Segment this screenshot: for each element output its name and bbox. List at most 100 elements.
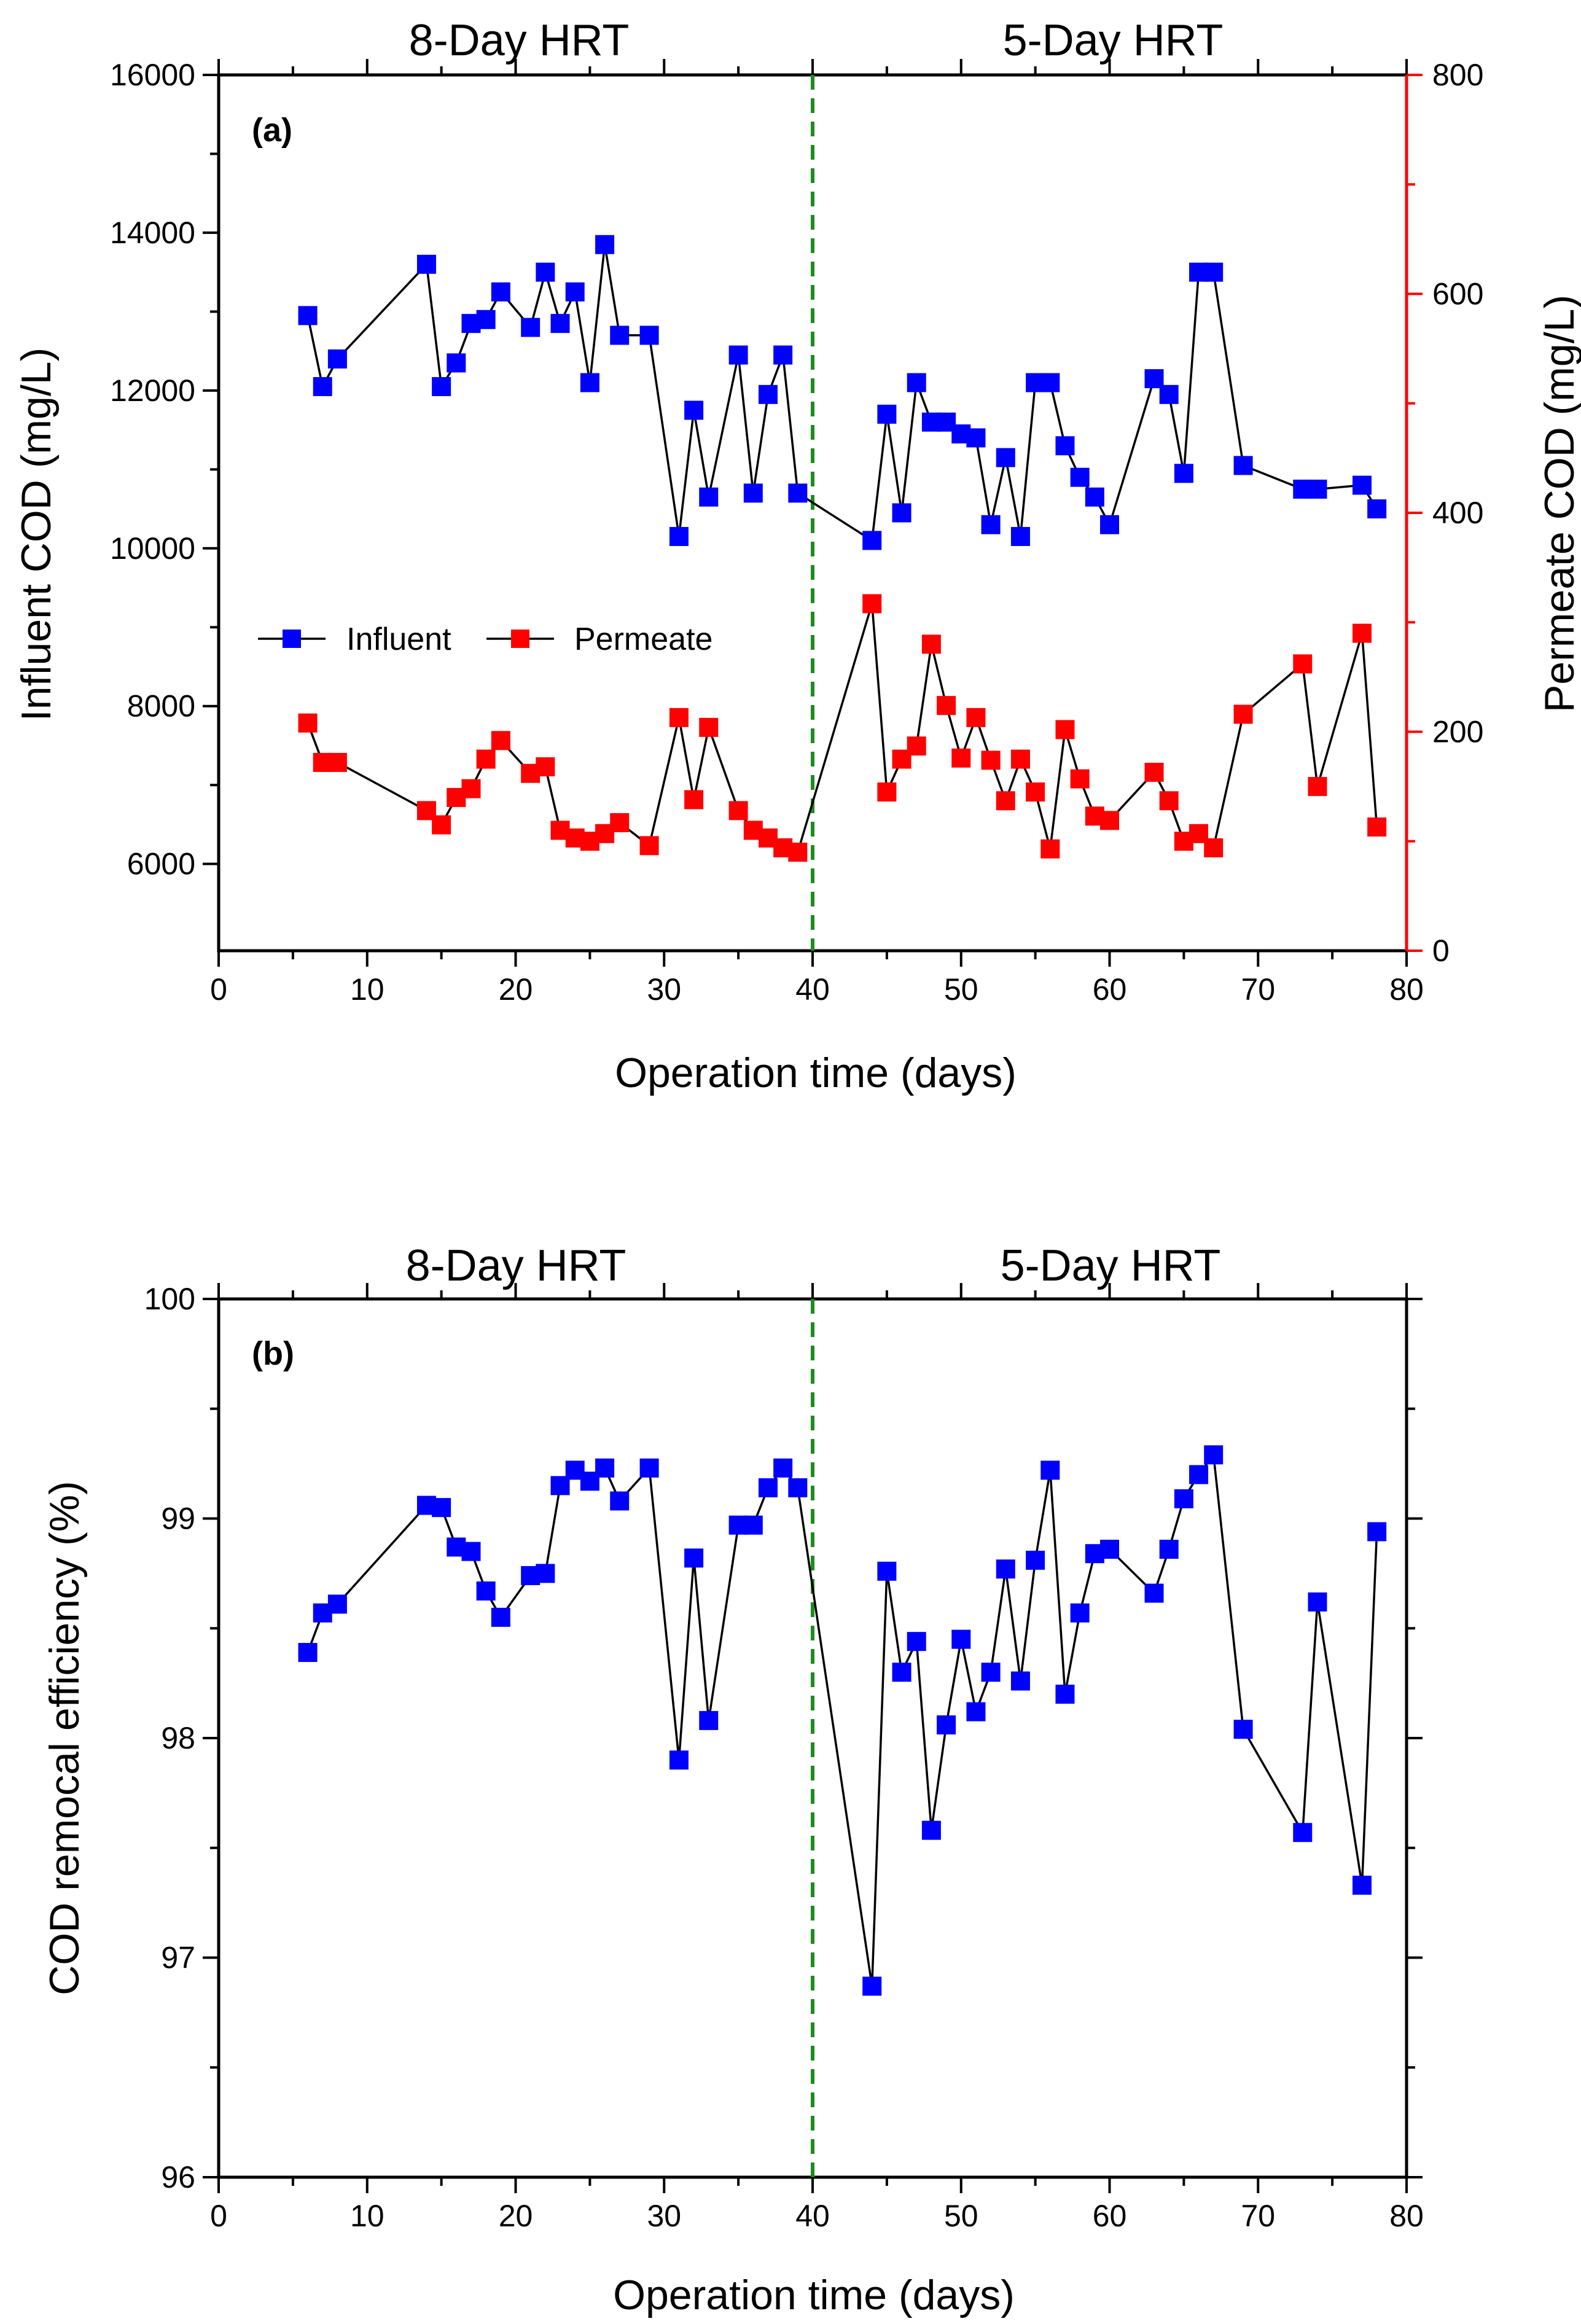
panel-a-influent-point	[907, 373, 926, 392]
panel-a-influent-point	[1367, 499, 1387, 519]
panel-a-permeate-point	[639, 836, 659, 856]
panel-a-influent-point	[432, 376, 451, 396]
panel-b-cod-removal-efficiency-point	[1367, 1522, 1387, 1542]
panel-a-permeate-point	[298, 713, 318, 733]
panel-b-x-tick-label: 40	[795, 2199, 830, 2233]
panel-a-influent-point	[1085, 487, 1104, 507]
panel-b-cod-removal-efficiency-point	[595, 1458, 615, 1478]
panel-a-permeate-point	[476, 749, 496, 769]
panel-a-permeate-point	[610, 813, 630, 832]
panel-b-cod-removal-efficiency-point	[610, 1491, 630, 1511]
panel-a-influent-point	[447, 353, 466, 373]
panel-a-permeate-point	[892, 749, 912, 769]
panel-a-permeate-point	[1233, 704, 1253, 724]
panel-b-y-tick-label: 96	[161, 2160, 195, 2194]
panel-a-x-tick-label: 20	[499, 972, 533, 1007]
panel-a-permeate-point	[966, 708, 986, 727]
panel-a-y2-tick-label: 0	[1432, 934, 1450, 968]
panel-b-x-tick-label: 50	[944, 2199, 978, 2233]
panel-a-influent-point	[699, 487, 719, 507]
panel-a-influent-point	[639, 326, 659, 345]
panel-a-permeate-point	[1293, 654, 1313, 674]
panel-a-influent-point	[788, 483, 808, 503]
panel-a-influent-point	[298, 306, 318, 326]
panel-b-cod-removal-efficiency-point	[461, 1542, 481, 1561]
panel-b-cod-removal-efficiency-point	[981, 1663, 1001, 1682]
panel-a-permeate-point	[1026, 782, 1045, 802]
panel-a-permeate-point	[996, 791, 1015, 811]
panel-b-cod-removal-efficiency-point	[1174, 1489, 1193, 1508]
panel-a-permeate-point	[1144, 762, 1164, 782]
panel-b-cod-removal-efficiency-point	[937, 1715, 956, 1735]
panel-a-influent-series-line	[306, 244, 1378, 542]
panel-b-cod-removal-efficiency-point	[1293, 1823, 1313, 1842]
panel-a-y2-tick-label: 200	[1432, 715, 1483, 749]
panel-b-cod-removal-efficiency-point	[1055, 1685, 1075, 1704]
panel-a-influent-point	[1233, 456, 1253, 475]
panel-b-cod-removal-efficiency-point	[580, 1472, 599, 1491]
panel-a-influent-point	[313, 376, 332, 396]
panel-a-x-tick-label: 10	[350, 972, 385, 1007]
panel-a-x-tick-label: 70	[1241, 972, 1275, 1007]
panel-b-cod-removal-efficiency-point	[1100, 1540, 1119, 1559]
panel-a-x-axis-title: Operation time (days)	[615, 1050, 1017, 1096]
panel-a-permeate-point	[921, 634, 941, 654]
panel-a-permeate-point	[1204, 838, 1224, 857]
panel-a-influent-point	[684, 400, 704, 420]
panel-a-influent-point	[981, 515, 1001, 534]
panel-a-x-tick-label: 60	[1093, 972, 1127, 1007]
panel-a-y2-axis-title: Permeate COD (mg/L)	[1536, 295, 1581, 712]
panel-b-cod-removal-efficiency-point	[877, 1561, 897, 1581]
panel-a-permeate-point	[1100, 811, 1119, 830]
panel-b-y-tick-label: 99	[161, 1502, 195, 1536]
panel-b-cod-removal-efficiency-point	[1233, 1720, 1253, 1739]
panel-a-influent-point	[1040, 373, 1060, 392]
panel-a-x-tick-label: 40	[795, 972, 830, 1007]
panel-b-y-tick-label: 98	[161, 1721, 195, 1755]
panel-a-section-label-8day: 8-Day HRT	[409, 16, 630, 65]
panel-a-permeate-point	[951, 748, 971, 768]
panel-b-cod-removal-efficiency-point	[921, 1820, 941, 1840]
panel-a-permeate-point	[684, 790, 704, 809]
panel-a-permeate-point	[937, 696, 956, 716]
panel-a-permeate-point	[461, 779, 481, 798]
panel-a-influent-point	[758, 384, 778, 404]
panel-a-permeate-point	[1040, 839, 1060, 859]
panel-a-influent-point	[773, 345, 793, 365]
panel-b-section-label-5day: 5-Day HRT	[1001, 1241, 1221, 1290]
panel-a-influent-point	[565, 282, 585, 302]
panel-b-cod-removal-efficiency-point	[639, 1458, 659, 1478]
panel-a-influent-point	[327, 349, 347, 368]
panel-a-influent-point	[416, 254, 436, 274]
panel-a-y-tick-label: 10000	[110, 531, 195, 566]
panel-b-cod-removal-efficiency-point	[1204, 1445, 1224, 1465]
panel-a-x-tick-label: 50	[944, 972, 978, 1007]
panel-a-influent-point	[1204, 262, 1224, 282]
panel-b-cod-removal-efficiency-point	[1352, 1876, 1372, 1895]
panel-b-section-label-8day: 8-Day HRT	[406, 1241, 627, 1290]
panel-b-y-tick-label: 97	[161, 1941, 195, 1975]
panel-a-y-tick-label: 8000	[127, 689, 195, 723]
panel-b-cod-removal-efficiency-point	[669, 1750, 689, 1770]
panel-a-permeate-point	[981, 751, 1001, 770]
panel-a-permeate-point	[728, 801, 748, 821]
panel-a-y-axis-title: Influent COD (mg/L)	[13, 348, 60, 721]
panel-a-permeate-point	[1308, 777, 1327, 797]
panel-b-cod-removal-efficiency-point	[432, 1498, 451, 1518]
panel-a-influent-point	[1010, 527, 1030, 547]
panel-b-cod-removal-efficiency-point	[298, 1643, 318, 1663]
panel-b-x-axis-title: Operation time (days)	[613, 2272, 1015, 2318]
panel-a-x-tick-label: 30	[647, 972, 681, 1007]
panel-b-cod-removal-efficiency-point	[1040, 1460, 1060, 1480]
panel-b-cod-removal-efficiency-point	[1159, 1540, 1179, 1559]
panel-a-permeate-point	[907, 736, 926, 756]
panel-b-cod-removal-efficiency-point	[907, 1632, 926, 1651]
panel-b-cod-removal-efficiency-point	[476, 1581, 496, 1601]
panel-a-y-tick-label: 14000	[110, 216, 195, 250]
panel-a-y2-tick-label: 400	[1432, 496, 1483, 530]
panel-b-cod-removal-efficiency-point	[1144, 1583, 1164, 1603]
panel-a-influent-point	[1070, 467, 1090, 487]
panel-a-influent-point	[491, 282, 510, 302]
panel-b-cod-removal-efficiency-point	[773, 1458, 793, 1478]
